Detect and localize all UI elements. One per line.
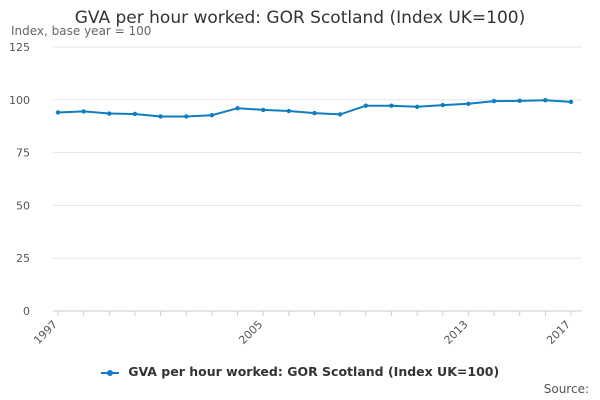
data-point-2008: [337, 112, 343, 117]
legend: GVA per hour worked: GOR Scotland (Index…: [0, 364, 600, 379]
data-point-2005: [261, 107, 266, 113]
data-point-1999: [107, 111, 112, 116]
series-group: [55, 98, 574, 119]
y-tick-label-0: 0: [23, 305, 30, 318]
data-point-2006: [286, 108, 292, 114]
data-point-2012: [440, 102, 445, 108]
x-tick-label-2017: 2017: [544, 318, 573, 347]
data-point-2017: [568, 99, 574, 105]
y-axis-label: Index, base year = 100: [11, 24, 152, 38]
x-tick-label-2013: 2013: [442, 318, 471, 347]
data-point-2011: [414, 104, 420, 109]
data-point-2016: [543, 98, 548, 103]
data-point-1997: [55, 110, 61, 115]
data-point-2001: [158, 114, 163, 119]
data-point-2004: [235, 106, 240, 111]
legend-dot: [106, 369, 113, 376]
x-axis: 1997 2005 2013 2017: [31, 311, 573, 347]
y-tick-label-50: 50: [16, 199, 30, 212]
data-point-2010: [389, 103, 394, 108]
x-tick-label-2005: 2005: [236, 318, 265, 347]
data-point-2013: [466, 101, 471, 107]
data-point-2003: [209, 113, 215, 118]
data-point-2009: [363, 103, 368, 108]
chart-title: GVA per hour worked: GOR Scotland (Index…: [74, 8, 526, 28]
data-point-2015: [517, 98, 522, 104]
gridlines: [53, 46, 582, 312]
x-tick-label-1997: 1997: [31, 318, 60, 347]
y-tick-label-75: 75: [16, 147, 30, 160]
source-note: Source:: [543, 382, 589, 396]
data-point-2000: [132, 111, 138, 117]
y-tick-label-25: 25: [16, 252, 30, 265]
y-tick-label-100: 100: [9, 94, 30, 107]
y-tick-label-125: 125: [9, 41, 30, 54]
legend-swatch: [100, 368, 119, 378]
data-point-2007: [312, 110, 317, 116]
legend-label: GVA per hour worked: GOR Scotland (Index…: [128, 364, 500, 379]
data-point-1998: [81, 109, 86, 114]
data-point-2002: [184, 114, 189, 119]
data-point-2014: [491, 98, 497, 104]
y-axis-ticks: 0 25 50 75 100 125: [9, 41, 30, 318]
